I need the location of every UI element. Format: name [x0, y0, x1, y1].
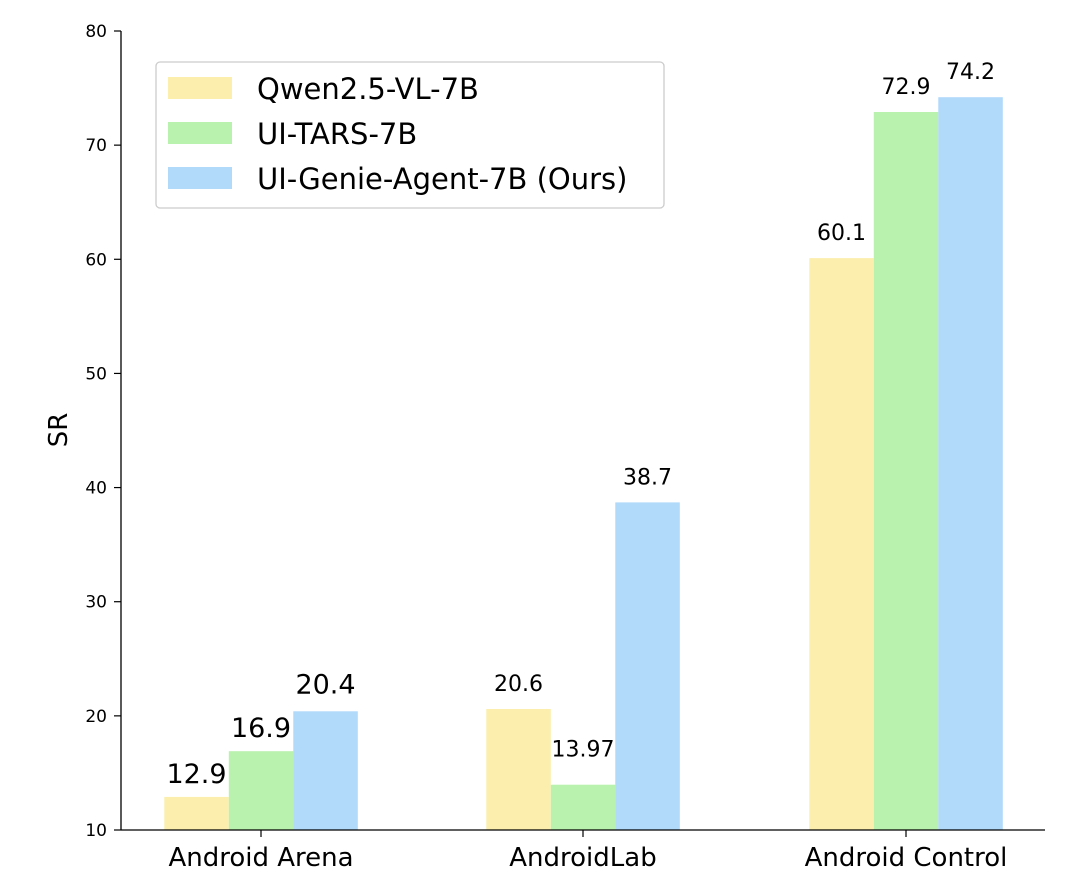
bar [486, 709, 551, 830]
y-tick-label: 10 [85, 821, 107, 841]
data-label: 60.1 [817, 221, 866, 246]
data-label: 12.9 [166, 759, 226, 790]
legend-swatch [168, 122, 232, 144]
legend: Qwen2.5-VL-7B UI-TARS-7B UI-Genie-Agent-7B… [155, 61, 665, 209]
bar [550, 784, 616, 830]
bar [809, 258, 874, 831]
bar [873, 112, 939, 830]
bar [164, 796, 229, 830]
bar [938, 97, 1003, 830]
data-label: 72.9 [882, 75, 931, 100]
legend-frame [155, 61, 665, 209]
y-tick-label: 30 [85, 593, 107, 613]
x-tick-label: Android Control [805, 843, 1008, 873]
y-tick-label: 40 [85, 479, 107, 499]
data-labels-layer: 12.9 20.6 60.1 16.9 13.97 72.9 20.4 38.7 74.2 [166, 60, 995, 790]
data-label: 74.2 [946, 60, 995, 85]
legend-label: Qwen2.5-VL-7B [257, 72, 479, 106]
x-tick-label: Android Arena [168, 843, 353, 873]
y-tick-label: 50 [85, 364, 107, 384]
legend-label: UI-Genie-Agent-7B (Ours) [257, 162, 627, 196]
y-ticks-layer: 10 20 30 40 50 60 70 80 [85, 22, 121, 841]
x-tick-label: AndroidLab [509, 843, 656, 873]
y-tick-label: 80 [85, 22, 107, 42]
y-tick-label: 20 [85, 707, 107, 727]
data-label: 20.6 [494, 672, 543, 697]
y-tick-label: 60 [85, 250, 107, 270]
bar [293, 711, 358, 830]
legend-swatch [168, 77, 232, 99]
legend-swatch [168, 167, 232, 189]
bars-layer [164, 97, 1003, 831]
x-ticks-layer: Android Arena AndroidLab Android Control [168, 830, 1007, 873]
y-axis-title: SR [44, 413, 74, 448]
data-label: 16.9 [231, 713, 291, 744]
data-label: 13.97 [552, 738, 615, 763]
data-label: 20.4 [295, 669, 355, 700]
legend-label: UI-TARS-7B [257, 117, 417, 151]
bar [615, 502, 680, 830]
data-label: 38.7 [623, 465, 672, 490]
y-tick-label: 70 [85, 136, 107, 156]
bar [228, 751, 294, 830]
